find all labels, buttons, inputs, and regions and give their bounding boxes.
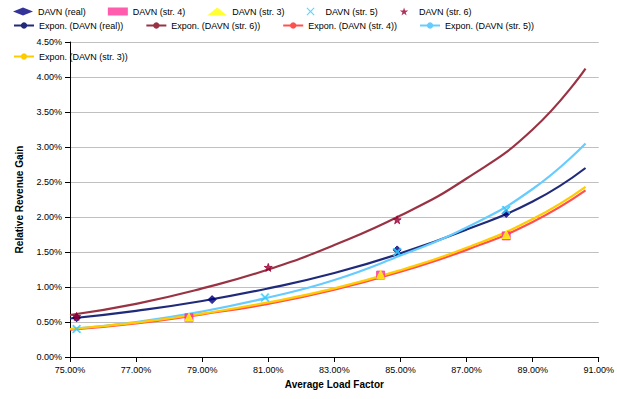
svg-text:Relative Revenue Gain: Relative Revenue Gain — [14, 146, 25, 254]
svg-text:DAVN (real): DAVN (real) — [38, 7, 86, 17]
svg-text:Average Load Factor: Average Load Factor — [285, 379, 384, 390]
svg-text:Expon. (DAVN (real)): Expon. (DAVN (real)) — [39, 21, 123, 31]
svg-text:3.00%: 3.00% — [36, 142, 62, 152]
svg-text:Expon. (DAVN (str. 4)): Expon. (DAVN (str. 4)) — [308, 21, 397, 31]
svg-text:0.00%: 0.00% — [36, 352, 62, 362]
svg-text:1.00%: 1.00% — [36, 282, 62, 292]
svg-text:87.00%: 87.00% — [451, 365, 482, 375]
svg-text:83.00%: 83.00% — [319, 365, 350, 375]
svg-text:Expon. (DAVN (str. 6)): Expon. (DAVN (str. 6)) — [171, 21, 260, 31]
svg-text:1.50%: 1.50% — [36, 247, 62, 257]
svg-text:77.00%: 77.00% — [121, 365, 152, 375]
svg-text:91.00%: 91.00% — [583, 365, 614, 375]
svg-text:4.50%: 4.50% — [36, 37, 62, 47]
svg-text:85.00%: 85.00% — [385, 365, 416, 375]
svg-text:Expon. (DAVN (str. 3)): Expon. (DAVN (str. 3)) — [39, 52, 128, 62]
svg-text:DAVN (str. 4): DAVN (str. 4) — [133, 7, 185, 17]
svg-text:75.00%: 75.00% — [55, 365, 86, 375]
svg-text:0.50%: 0.50% — [36, 317, 62, 327]
svg-text:2.00%: 2.00% — [36, 212, 62, 222]
svg-text:81.00%: 81.00% — [253, 365, 284, 375]
svg-text:3.50%: 3.50% — [36, 107, 62, 117]
svg-text:4.00%: 4.00% — [36, 72, 62, 82]
svg-text:79.00%: 79.00% — [187, 365, 218, 375]
svg-text:Expon. (DAVN (str. 5)): Expon. (DAVN (str. 5)) — [445, 21, 534, 31]
svg-text:DAVN (str. 6): DAVN (str. 6) — [419, 7, 471, 17]
svg-text:DAVN (str. 5): DAVN (str. 5) — [326, 7, 378, 17]
svg-text:DAVN (str. 3): DAVN (str. 3) — [232, 7, 284, 17]
svg-text:2.50%: 2.50% — [36, 177, 62, 187]
svg-text:89.00%: 89.00% — [517, 365, 548, 375]
